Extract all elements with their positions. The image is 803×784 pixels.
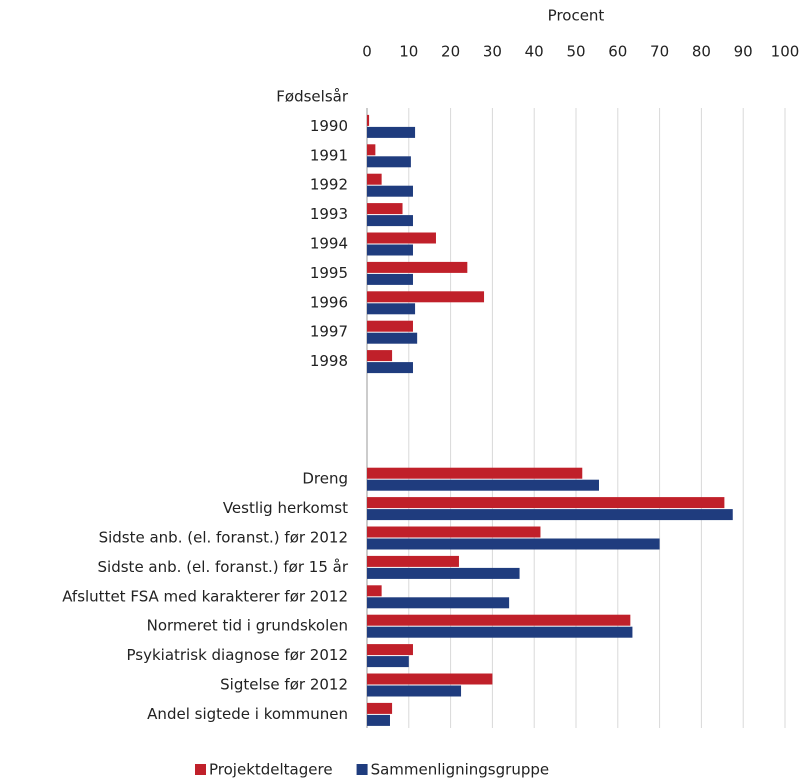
bar — [367, 303, 416, 315]
bar — [367, 232, 436, 244]
bar — [367, 215, 413, 227]
bar — [367, 555, 459, 567]
y-tick-label: Afsluttet FSA med karakterer før 2012 — [62, 587, 348, 605]
bar — [367, 244, 413, 256]
y-tick-label: 1996 — [310, 293, 348, 311]
y-tick-label: Sidste anb. (el. foranst.) før 15 år — [98, 558, 349, 576]
axis-title: Procent — [548, 7, 605, 25]
legend-label: Sammenligningsgruppe — [371, 761, 550, 779]
bar — [367, 261, 468, 273]
y-tick-label: 1992 — [310, 176, 348, 194]
bar — [367, 702, 393, 714]
x-tick-label: 70 — [650, 43, 669, 61]
bar — [367, 173, 382, 185]
bar — [367, 332, 418, 344]
x-tick-label: 10 — [399, 43, 418, 61]
x-tick-label: 40 — [525, 43, 544, 61]
bar — [367, 526, 541, 538]
bar — [367, 156, 411, 168]
x-tick-label: 100 — [771, 43, 800, 61]
y-tick-label: Psykiatrisk diagnose før 2012 — [127, 646, 348, 664]
y-tick-label: Normeret tid i grundskolen — [147, 617, 348, 635]
bar — [367, 626, 633, 638]
y-tick-label: Fødselsår — [276, 88, 349, 106]
bar — [367, 614, 631, 626]
bar — [367, 479, 599, 491]
bar — [367, 656, 409, 668]
bar — [367, 644, 413, 656]
x-tick-label: 90 — [734, 43, 753, 61]
bar — [367, 185, 413, 197]
bar — [367, 497, 725, 509]
y-tick-label: Vestlig herkomst — [223, 499, 348, 517]
y-tick-label: 1991 — [310, 146, 348, 164]
x-tick-label: 60 — [608, 43, 627, 61]
y-tick-label: Sidste anb. (el. foranst.) før 2012 — [99, 529, 348, 547]
bar — [367, 685, 462, 697]
bar — [367, 467, 583, 479]
x-tick-label: 20 — [441, 43, 460, 61]
bar — [367, 350, 393, 362]
bar — [367, 320, 413, 332]
bar — [367, 597, 510, 609]
bar — [367, 273, 413, 285]
bar — [367, 291, 485, 303]
bar — [367, 714, 390, 726]
bar — [367, 673, 493, 685]
bar — [367, 144, 376, 156]
y-tick-label: Sigtelse før 2012 — [220, 676, 348, 694]
y-tick-label: 1993 — [310, 205, 348, 223]
bar — [367, 509, 733, 521]
y-tick-label: Dreng — [302, 470, 348, 488]
legend-swatch — [195, 764, 206, 775]
bar — [367, 538, 660, 550]
y-tick-label: 1994 — [310, 235, 348, 253]
bar — [367, 362, 413, 374]
bar — [367, 567, 520, 579]
x-tick-label: 30 — [483, 43, 502, 61]
x-tick-label: 0 — [362, 43, 372, 61]
legend-label: Projektdeltagere — [209, 761, 333, 779]
y-tick-label: 1998 — [310, 352, 348, 370]
bar — [367, 126, 416, 138]
x-tick-label: 80 — [692, 43, 711, 61]
y-tick-label: 1995 — [310, 264, 348, 282]
bar — [367, 585, 382, 597]
bar — [367, 203, 403, 215]
y-tick-label: 1997 — [310, 323, 348, 341]
bar — [367, 114, 370, 126]
y-tick-label: Andel sigtede i kommunen — [147, 705, 348, 723]
x-tick-label: 50 — [566, 43, 585, 61]
legend-swatch — [356, 764, 368, 775]
y-tick-label: 1990 — [310, 117, 348, 135]
